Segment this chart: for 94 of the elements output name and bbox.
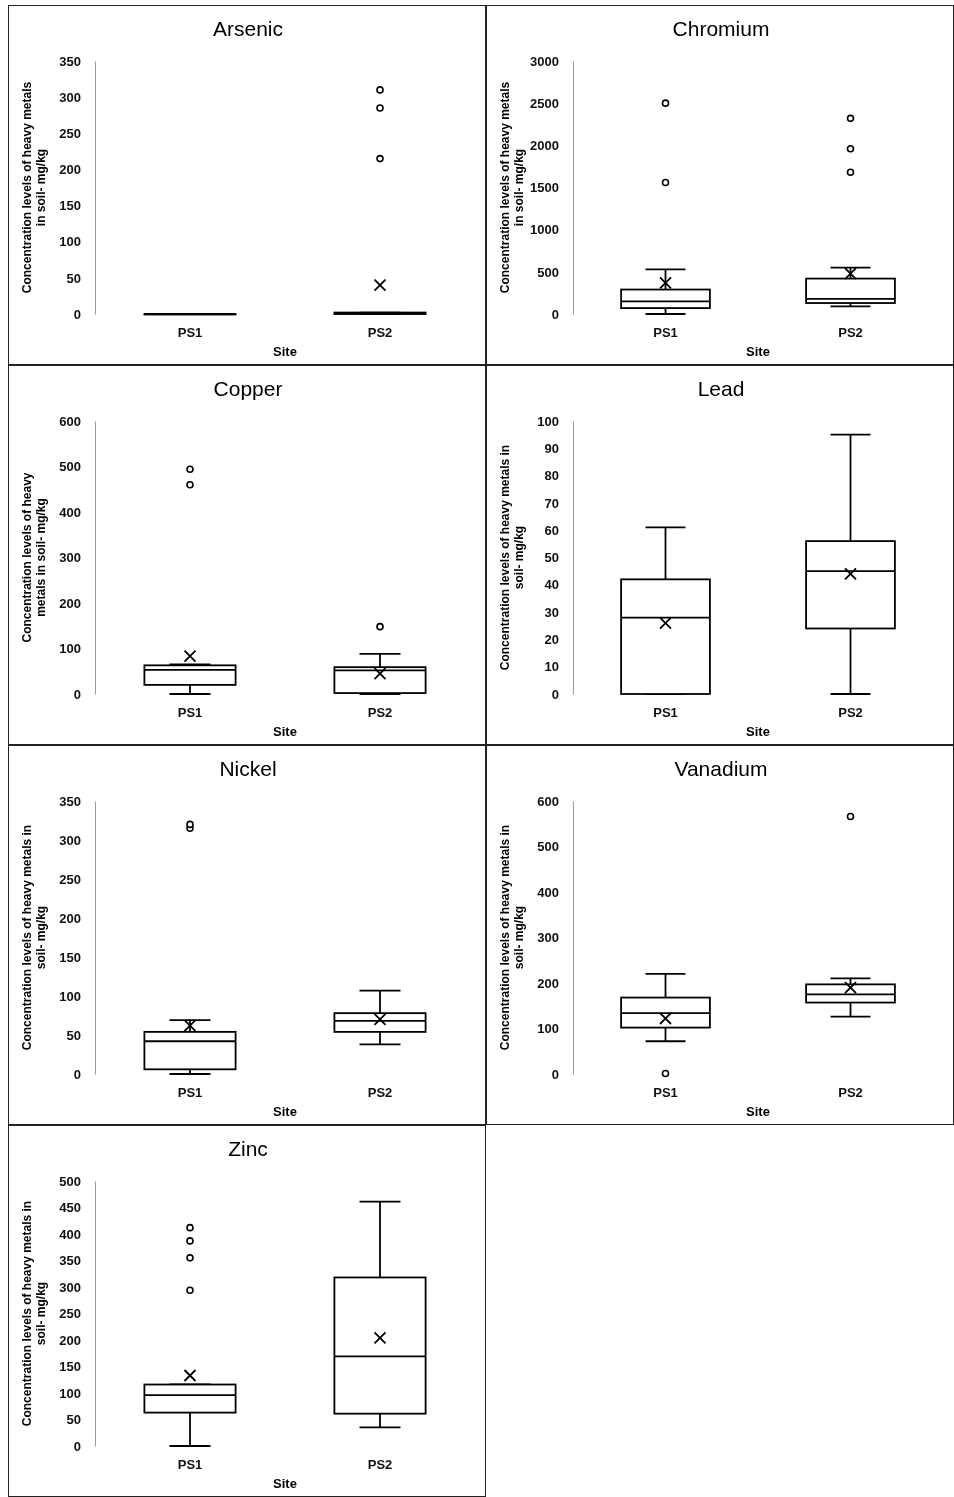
y-tick-label: 250	[59, 125, 81, 141]
y-tick-label: 500	[59, 459, 81, 475]
y-tick-label: 0	[551, 1066, 559, 1082]
y-tick-label: 150	[59, 949, 81, 965]
x-axis-title: Site	[746, 724, 770, 739]
y-tick-label: 40	[544, 577, 559, 593]
y-tick-label: 0	[73, 1066, 81, 1082]
y-tick-label: 300	[59, 1279, 81, 1295]
y-tick-label: 100	[59, 641, 81, 657]
x-tick-label: PS1	[177, 1457, 203, 1473]
y-axis-title: Concentration levels of heavy metals in soil- mg/kg	[20, 472, 48, 643]
x-tick-label: PS2	[838, 325, 863, 341]
y-tick-label: 150	[59, 198, 81, 214]
chart-title: Chromium	[672, 17, 770, 40]
y-tick-label: 20	[544, 632, 559, 648]
y-tick-label: 0	[73, 306, 81, 322]
x-tick-label: PS1	[653, 705, 678, 721]
y-tick-label: 90	[544, 440, 559, 456]
x-axis-title: Site	[273, 724, 297, 739]
y-tick-label: 0	[551, 306, 559, 322]
y-tick-label: 0	[73, 1438, 81, 1454]
y-tick-label: 0	[73, 686, 81, 702]
chart-title: Nickel	[219, 757, 277, 780]
y-axis-title: Concentration levels of heavy metals in soil- mg/kg	[20, 81, 48, 294]
y-tick-label: 250	[59, 1306, 81, 1322]
chart-title: Zinc	[228, 1137, 268, 1160]
chart-title: Arsenic	[212, 17, 284, 40]
x-axis-title: Site	[273, 344, 297, 359]
x-axis-title: Site	[746, 344, 770, 359]
y-tick-label: 300	[537, 930, 559, 946]
y-tick-label: 350	[59, 53, 81, 69]
y-tick-label: 100	[537, 413, 559, 429]
y-tick-label: 30	[544, 604, 559, 620]
y-tick-label: 400	[59, 1226, 81, 1242]
y-tick-label: 250	[59, 871, 81, 887]
y-axis-title: Concentration levels of heavy metals in soil- mg/kg	[498, 444, 526, 671]
x-tick-label: PS1	[177, 325, 203, 341]
x-tick-label: PS2	[838, 1085, 863, 1101]
y-tick-label: 600	[59, 413, 81, 429]
y-tick-label: 50	[66, 1412, 81, 1428]
y-tick-label: 600	[537, 793, 559, 809]
y-axis-title: Concentration levels of heavy metals in soil- mg/kg	[498, 824, 526, 1051]
y-tick-label: 300	[59, 832, 81, 848]
x-tick-label: PS1	[177, 1085, 203, 1101]
x-axis-title: Site	[746, 1104, 770, 1119]
y-tick-label: 10	[544, 659, 559, 675]
y-tick-label: 500	[537, 264, 559, 280]
x-axis-title: Site	[273, 1476, 297, 1491]
y-tick-label: 100	[59, 234, 81, 250]
x-tick-label: PS1	[653, 1085, 678, 1101]
y-tick-label: 100	[537, 1021, 559, 1037]
x-tick-label: PS1	[177, 705, 203, 721]
y-tick-label: 50	[66, 1027, 81, 1043]
y-tick-label: 50	[544, 550, 559, 566]
x-tick-label: PS2	[838, 705, 863, 721]
y-tick-label: 500	[59, 1173, 81, 1189]
chart-title: Vanadium	[674, 757, 768, 780]
y-tick-label: 1500	[530, 180, 559, 196]
x-tick-label: PS2	[367, 1085, 393, 1101]
y-axis-title: Concentration levels of heavy metals in soil- mg/kg	[498, 81, 526, 294]
y-tick-label: 100	[59, 988, 81, 1004]
y-tick-label: 2500	[530, 95, 559, 111]
y-tick-label: 80	[544, 468, 559, 484]
y-tick-label: 2000	[530, 137, 559, 153]
y-tick-label: 60	[544, 522, 559, 538]
y-tick-label: 150	[59, 1359, 81, 1375]
y-tick-label: 400	[59, 504, 81, 520]
y-tick-label: 0	[551, 686, 559, 702]
x-axis-title: Site	[273, 1104, 297, 1119]
y-tick-label: 350	[59, 793, 81, 809]
y-tick-label: 3000	[530, 53, 559, 69]
y-tick-label: 350	[59, 1253, 81, 1269]
y-tick-label: 500	[537, 839, 559, 855]
y-tick-label: 400	[537, 884, 559, 900]
chart-title: Copper	[213, 377, 283, 400]
y-tick-label: 50	[66, 270, 81, 286]
y-tick-label: 300	[59, 89, 81, 105]
y-tick-label: 200	[59, 162, 81, 178]
x-tick-label: PS2	[367, 705, 393, 721]
y-tick-label: 200	[537, 975, 559, 991]
x-tick-label: PS2	[367, 325, 393, 341]
y-tick-label: 1000	[530, 222, 559, 238]
y-tick-label: 450	[59, 1200, 81, 1216]
y-axis-title: Concentration levels of heavy metals in soil- mg/kg	[20, 824, 48, 1051]
y-tick-label: 70	[544, 495, 559, 511]
y-tick-label: 100	[59, 1385, 81, 1401]
chart-title: Lead	[697, 377, 745, 400]
y-axis-title: Concentration levels of heavy metals in soil- mg/kg	[20, 1200, 48, 1427]
y-tick-label: 200	[59, 595, 81, 611]
x-tick-label: PS2	[367, 1457, 393, 1473]
y-tick-label: 200	[59, 1332, 81, 1348]
y-tick-label: 200	[59, 910, 81, 926]
y-tick-label: 300	[59, 550, 81, 566]
x-tick-label: PS1	[653, 325, 678, 341]
